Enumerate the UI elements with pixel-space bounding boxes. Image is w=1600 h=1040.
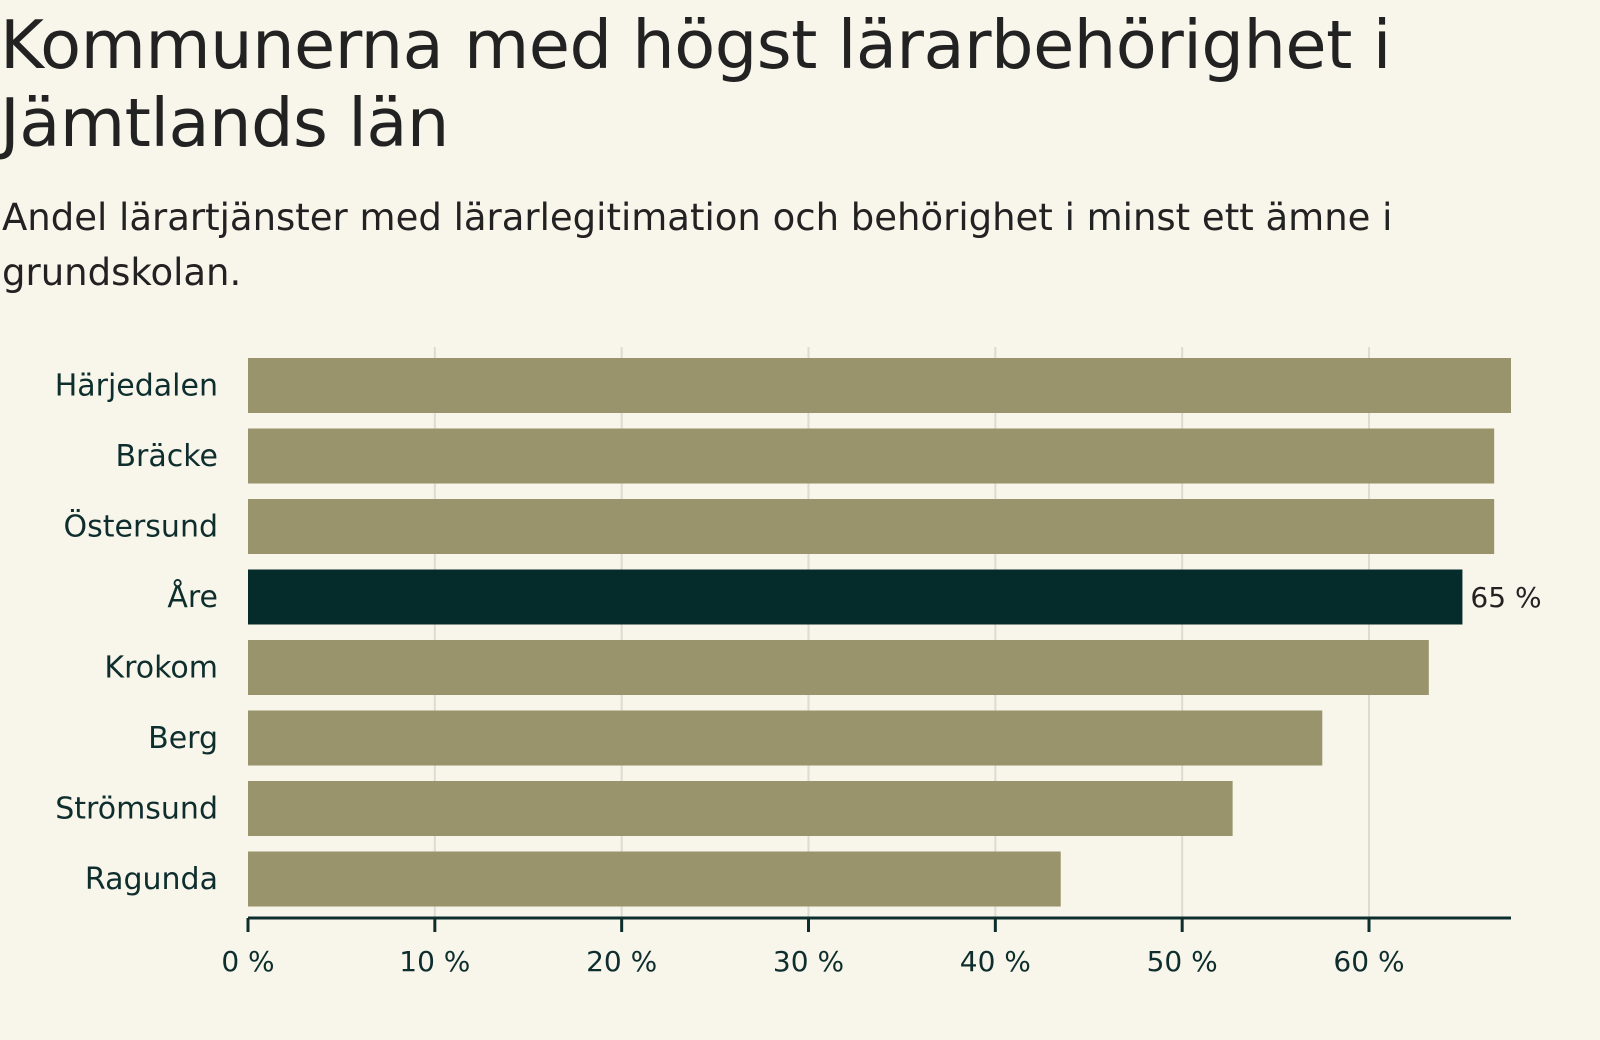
category-label: Krokom bbox=[104, 651, 218, 686]
bar-Åre bbox=[248, 569, 1463, 625]
bar-Ragunda bbox=[248, 851, 1061, 907]
category-label: Bräcke bbox=[115, 439, 218, 474]
category-label: Ragunda bbox=[85, 862, 218, 897]
category-label: Åre bbox=[167, 579, 218, 615]
x-tick-label: 10 % bbox=[399, 945, 470, 978]
bar-Berg bbox=[248, 710, 1323, 766]
data-label: 65 % bbox=[1470, 581, 1541, 614]
labels: Härjedalen Bräcke Östersund Åre Krokom Berg St… bbox=[55, 369, 1542, 898]
x-tick-label: 50 % bbox=[1147, 945, 1218, 978]
x-tick-label: 0 % bbox=[221, 945, 274, 978]
x-tick-label: 60 % bbox=[1333, 945, 1404, 978]
category-label: Härjedalen bbox=[55, 369, 218, 404]
bar-Strömsund bbox=[248, 781, 1233, 836]
chart-subtitle: Andel lärartjänster med lärarlegitimatio… bbox=[2, 196, 1393, 294]
category-label: Östersund bbox=[64, 509, 219, 545]
bar-Härjedalen bbox=[248, 358, 1511, 413]
chart-title: Kommunerna med högst lärarbehörighet i J… bbox=[0, 6, 1391, 162]
bar-Krokom bbox=[248, 640, 1429, 695]
x-tick-label: 30 % bbox=[773, 945, 844, 978]
category-label: Strömsund bbox=[55, 792, 218, 827]
x-tick-label: 20 % bbox=[586, 945, 657, 978]
bar-Bräcke bbox=[248, 428, 1495, 484]
x-axis: 0 % 10 % 20 % 30 % 40 % 50 % 60 % bbox=[221, 916, 1511, 978]
category-label: Berg bbox=[148, 721, 218, 756]
bar-Östersund bbox=[248, 499, 1495, 554]
x-tick-label: 40 % bbox=[960, 945, 1031, 978]
bars bbox=[248, 358, 1511, 907]
